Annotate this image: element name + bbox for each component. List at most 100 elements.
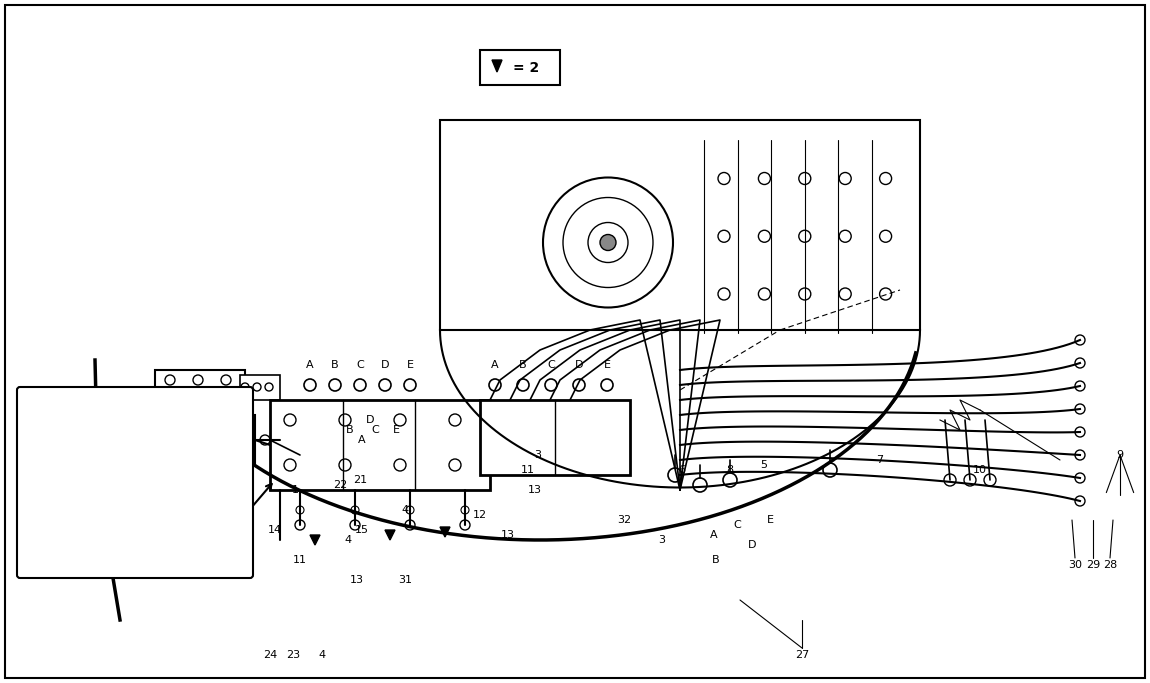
Text: 1: 1	[291, 485, 299, 495]
Text: D: D	[381, 360, 389, 370]
Circle shape	[1075, 496, 1084, 506]
Text: 4: 4	[319, 650, 325, 660]
Text: 13: 13	[528, 485, 542, 495]
Text: 21: 21	[353, 475, 367, 485]
Circle shape	[404, 379, 416, 391]
Circle shape	[52, 462, 68, 478]
Circle shape	[718, 288, 730, 300]
Text: D: D	[366, 415, 374, 425]
Text: 17: 17	[213, 525, 227, 535]
Text: 19: 19	[143, 400, 158, 410]
Bar	[440, 120, 920, 330]
Circle shape	[693, 478, 707, 492]
Text: A: A	[358, 435, 366, 445]
Circle shape	[193, 375, 204, 385]
Circle shape	[840, 173, 851, 184]
Circle shape	[164, 375, 175, 385]
Bar	[240, 375, 279, 400]
Text: B: B	[346, 425, 354, 435]
Circle shape	[253, 383, 261, 391]
Circle shape	[143, 430, 153, 440]
Circle shape	[545, 379, 557, 391]
Polygon shape	[310, 535, 320, 545]
Circle shape	[1075, 450, 1084, 460]
Circle shape	[339, 459, 351, 471]
Text: C: C	[734, 520, 741, 530]
Text: 12: 12	[473, 510, 488, 520]
Text: 3: 3	[535, 450, 542, 460]
Circle shape	[1075, 358, 1084, 368]
Circle shape	[242, 383, 250, 391]
Text: 29: 29	[1086, 560, 1101, 570]
Circle shape	[718, 230, 730, 242]
Bar	[175, 415, 255, 465]
Text: B: B	[712, 555, 720, 565]
Circle shape	[573, 379, 585, 391]
Circle shape	[164, 410, 175, 420]
Circle shape	[128, 408, 141, 422]
Circle shape	[296, 520, 305, 530]
Text: 8: 8	[727, 465, 734, 475]
Circle shape	[284, 414, 296, 426]
Circle shape	[350, 520, 360, 530]
Circle shape	[1075, 427, 1084, 437]
Circle shape	[264, 383, 273, 391]
Text: A: A	[711, 530, 718, 540]
Circle shape	[461, 506, 469, 514]
Text: 28: 28	[1103, 560, 1117, 570]
Text: 27: 27	[795, 650, 810, 660]
Circle shape	[351, 506, 359, 514]
Bar	[480, 400, 630, 475]
Circle shape	[758, 230, 770, 242]
Circle shape	[799, 230, 811, 242]
Circle shape	[601, 379, 613, 391]
Text: A: A	[491, 360, 499, 370]
Circle shape	[460, 520, 470, 530]
Text: 9: 9	[1117, 450, 1124, 460]
Text: 11: 11	[521, 465, 535, 475]
Circle shape	[221, 375, 231, 385]
Circle shape	[406, 506, 414, 514]
Circle shape	[193, 410, 204, 420]
Text: C: C	[356, 360, 363, 370]
Text: 11: 11	[293, 555, 307, 565]
Text: = 2: = 2	[513, 61, 539, 74]
Text: D: D	[748, 540, 757, 550]
Text: 5: 5	[760, 460, 767, 470]
Text: 13: 13	[501, 530, 515, 540]
Circle shape	[145, 458, 185, 499]
Text: 14: 14	[268, 525, 282, 535]
Bar	[70, 440, 200, 535]
Circle shape	[143, 455, 153, 465]
Circle shape	[600, 234, 616, 251]
Circle shape	[130, 443, 200, 513]
Text: C: C	[371, 425, 378, 435]
Text: B: B	[519, 360, 527, 370]
Polygon shape	[385, 530, 394, 540]
Polygon shape	[492, 60, 503, 72]
Circle shape	[543, 178, 673, 307]
Text: 22: 22	[332, 480, 347, 490]
Circle shape	[880, 173, 891, 184]
Text: 25: 25	[130, 525, 144, 535]
Text: D: D	[575, 360, 583, 370]
Circle shape	[133, 450, 143, 460]
Circle shape	[1075, 335, 1084, 345]
Circle shape	[329, 379, 342, 391]
Circle shape	[380, 379, 391, 391]
Circle shape	[1075, 473, 1084, 483]
Circle shape	[964, 474, 976, 486]
Circle shape	[799, 173, 811, 184]
Text: 10: 10	[218, 405, 232, 415]
Text: 32: 32	[616, 515, 631, 525]
Circle shape	[518, 379, 529, 391]
Text: E: E	[392, 425, 399, 435]
Circle shape	[304, 379, 316, 391]
Text: 23: 23	[286, 650, 300, 660]
Text: A: A	[306, 360, 314, 370]
Circle shape	[718, 173, 730, 184]
Circle shape	[221, 410, 231, 420]
Text: OTO VERSION: OTO VERSION	[112, 535, 208, 548]
Circle shape	[354, 379, 366, 391]
Circle shape	[823, 463, 837, 477]
